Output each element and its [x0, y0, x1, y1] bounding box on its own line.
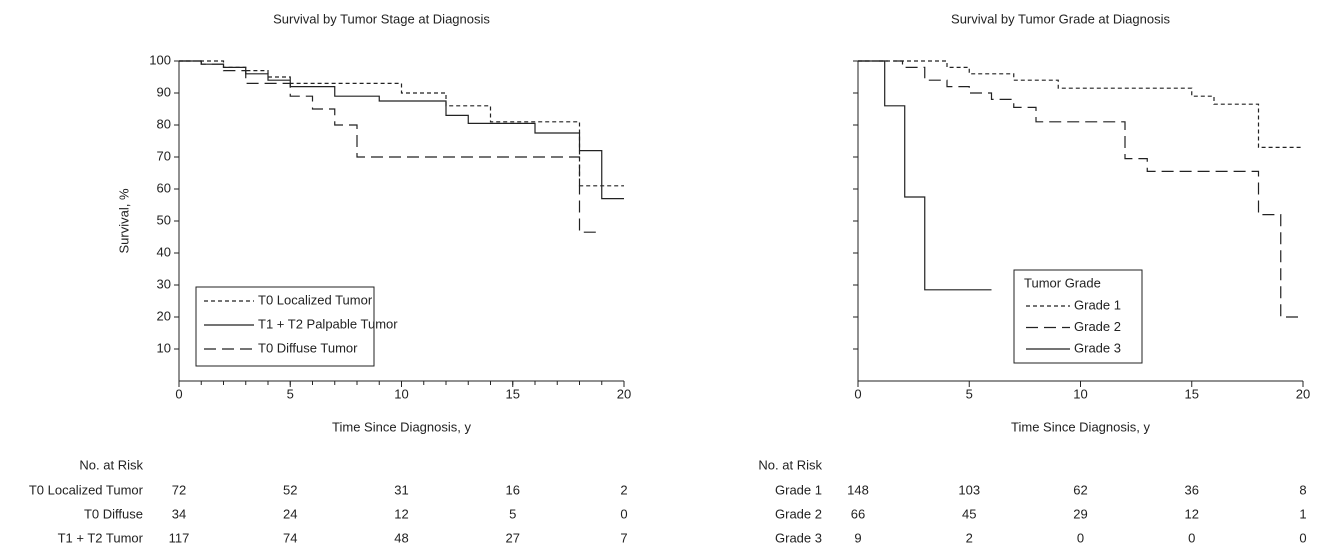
risk-count: 0: [1188, 530, 1195, 545]
x-axis-title: Time Since Diagnosis, y: [1011, 419, 1150, 434]
risk-count: 9: [854, 530, 861, 545]
risk-count: 8: [1299, 482, 1306, 497]
risk-table-title: No. at Risk: [79, 457, 143, 472]
risk-count: 1: [1299, 506, 1306, 521]
y-tick-label: 30: [157, 276, 171, 291]
y-tick-label: 40: [157, 244, 171, 259]
legend-label: T1 + T2 Palpable Tumor: [258, 316, 398, 331]
risk-row-label: T1 + T2 Tumor: [58, 530, 144, 545]
risk-count: 117: [169, 530, 190, 545]
x-tick-label: 5: [287, 386, 294, 401]
risk-count: 5: [509, 506, 516, 521]
risk-count: 48: [394, 530, 408, 545]
risk-count: 72: [172, 482, 186, 497]
risk-count: 0: [1077, 530, 1084, 545]
survival-curve: [858, 60, 1303, 148]
legend-label: T0 Diffuse Tumor: [258, 340, 358, 355]
risk-count: 103: [958, 482, 980, 497]
y-tick-label: 90: [157, 84, 171, 99]
risk-count: 24: [283, 506, 297, 521]
survival-curve: [179, 60, 624, 187]
x-tick-label: 5: [966, 386, 973, 401]
x-axis-title: Time Since Diagnosis, y: [332, 419, 471, 434]
risk-count: 36: [1185, 482, 1199, 497]
risk-table-title: No. at Risk: [758, 457, 822, 472]
x-tick-label: 10: [1073, 386, 1087, 401]
chart-title: Survival by Tumor Stage at Diagnosis: [273, 11, 490, 26]
risk-count: 34: [172, 506, 186, 521]
survival-curve: [858, 60, 992, 291]
risk-count: 12: [1185, 506, 1199, 521]
x-tick-label: 15: [1185, 386, 1199, 401]
risk-count: 12: [394, 506, 408, 521]
risk-count: 66: [851, 506, 865, 521]
x-tick-label: 20: [1296, 386, 1310, 401]
risk-row-label: T0 Localized Tumor: [29, 482, 144, 497]
x-tick-label: 15: [506, 386, 520, 401]
risk-count: 29: [1073, 506, 1087, 521]
survival-curve: [179, 60, 602, 233]
y-tick-label: 100: [149, 52, 171, 67]
x-tick-label: 10: [394, 386, 408, 401]
legend-box: [195, 286, 375, 367]
risk-count: 74: [283, 530, 297, 545]
survival-curve: [179, 60, 624, 200]
risk-row-label: Grade 1: [775, 482, 822, 497]
legend-label: T0 Localized Tumor: [258, 292, 373, 307]
risk-count: 27: [506, 530, 520, 545]
chart-title: Survival by Tumor Grade at Diagnosis: [951, 11, 1170, 26]
y-tick-label: 50: [157, 212, 171, 227]
y-tick-label: 80: [157, 116, 171, 131]
risk-count: 16: [506, 482, 520, 497]
y-tick-label: 10: [157, 340, 171, 355]
risk-count: 0: [620, 506, 627, 521]
legend-title: Tumor Grade: [1024, 275, 1101, 290]
y-tick-label: 60: [157, 180, 171, 195]
risk-row-label: Grade 3: [775, 530, 822, 545]
risk-count: 62: [1073, 482, 1087, 497]
legend-label: Grade 2: [1074, 319, 1121, 334]
risk-count: 45: [962, 506, 976, 521]
x-tick-label: 0: [175, 386, 182, 401]
legend-box: [1013, 269, 1143, 364]
legend-label: Grade 3: [1074, 340, 1121, 355]
y-tick-label: 70: [157, 148, 171, 163]
risk-row-label: T0 Diffuse: [84, 506, 143, 521]
risk-count: 7: [620, 530, 627, 545]
risk-count: 148: [847, 482, 869, 497]
x-tick-label: 20: [617, 386, 631, 401]
risk-count: 2: [620, 482, 627, 497]
x-tick-label: 0: [854, 386, 861, 401]
risk-row-label: Grade 2: [775, 506, 822, 521]
risk-count: 0: [1299, 530, 1306, 545]
survival-curve: [858, 60, 1303, 318]
y-axis-title: Survival, %: [116, 188, 131, 253]
risk-count: 31: [394, 482, 408, 497]
legend-label: Grade 1: [1074, 297, 1121, 312]
risk-count: 2: [966, 530, 973, 545]
y-tick-label: 20: [157, 308, 171, 323]
risk-count: 52: [283, 482, 297, 497]
